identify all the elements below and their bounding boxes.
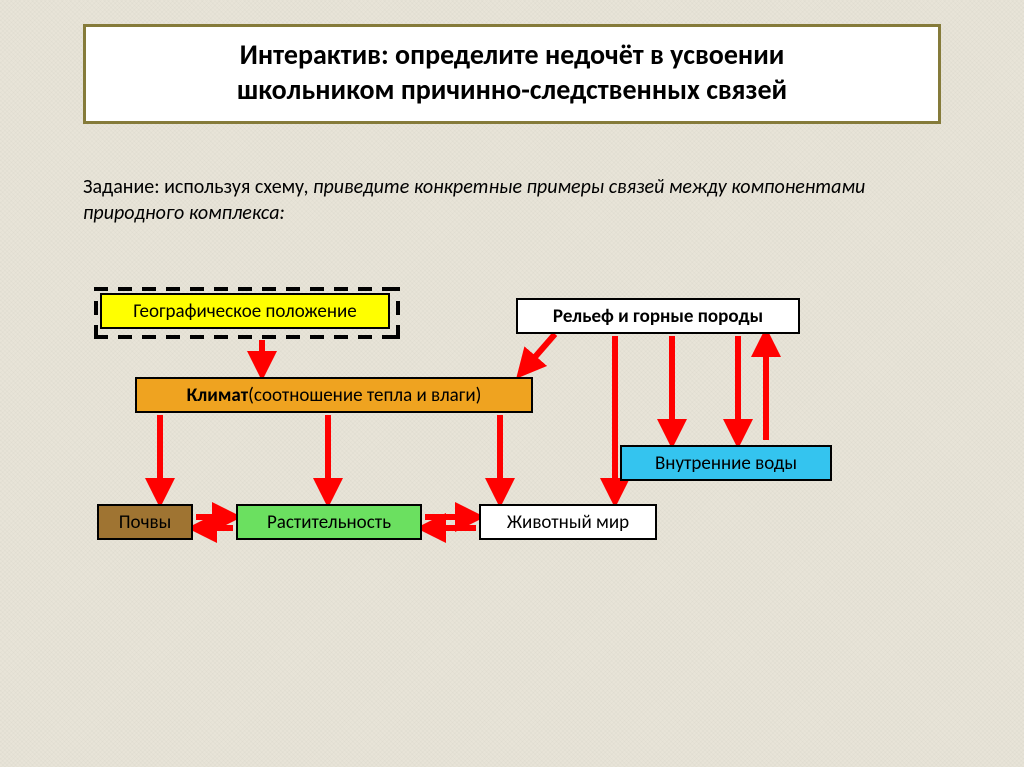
node-climate-rest: (соотношение тепла и влаги) xyxy=(248,384,481,407)
node-animals: Животный мир xyxy=(479,504,657,540)
node-relief: Рельеф и горные породы xyxy=(516,298,800,334)
node-plants: Растительность xyxy=(236,504,422,540)
title-line-2: школьником причинно-следственных связей xyxy=(106,72,918,107)
node-climate: Климат (соотношение тепла и влаги) xyxy=(135,377,533,413)
node-soils: Почвы xyxy=(97,504,193,540)
task-text: Задание: используя схему, приведите конк… xyxy=(83,174,941,226)
node-climate-prefix: Климат xyxy=(187,384,249,407)
task-plain: Задание: используя схему, xyxy=(83,175,313,199)
node-geo: Географическое положение xyxy=(100,293,390,329)
title-line-1: Интерактив: определите недочёт в усвоени… xyxy=(106,37,918,72)
node-geo-dash: Географическое положение xyxy=(94,287,400,339)
node-waters: Внутренние воды xyxy=(620,445,832,481)
title-box: Интерактив: определите недочёт в усвоени… xyxy=(83,24,941,124)
